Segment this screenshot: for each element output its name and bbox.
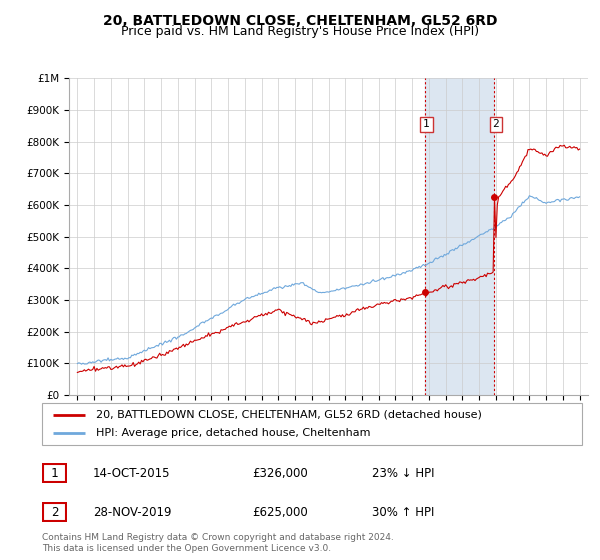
Text: Price paid vs. HM Land Registry's House Price Index (HPI): Price paid vs. HM Land Registry's House …: [121, 25, 479, 38]
Text: 20, BATTLEDOWN CLOSE, CHELTENHAM, GL52 6RD: 20, BATTLEDOWN CLOSE, CHELTENHAM, GL52 6…: [103, 14, 497, 28]
Text: 1: 1: [51, 466, 58, 480]
Text: 23% ↓ HPI: 23% ↓ HPI: [372, 466, 434, 480]
Text: 2: 2: [493, 119, 499, 129]
Text: 30% ↑ HPI: 30% ↑ HPI: [372, 506, 434, 519]
Text: HPI: Average price, detached house, Cheltenham: HPI: Average price, detached house, Chel…: [96, 428, 371, 438]
Text: Contains HM Land Registry data © Crown copyright and database right 2024.
This d: Contains HM Land Registry data © Crown c…: [42, 533, 394, 553]
Text: 20, BATTLEDOWN CLOSE, CHELTENHAM, GL52 6RD (detached house): 20, BATTLEDOWN CLOSE, CHELTENHAM, GL52 6…: [96, 410, 482, 420]
Text: 1: 1: [423, 119, 430, 129]
Text: £625,000: £625,000: [252, 506, 308, 519]
Text: 2: 2: [51, 506, 58, 519]
Bar: [425, 78, 494, 395]
Text: 28-NOV-2019: 28-NOV-2019: [93, 506, 172, 519]
Text: £326,000: £326,000: [252, 466, 308, 480]
Text: 14-OCT-2015: 14-OCT-2015: [93, 466, 170, 480]
